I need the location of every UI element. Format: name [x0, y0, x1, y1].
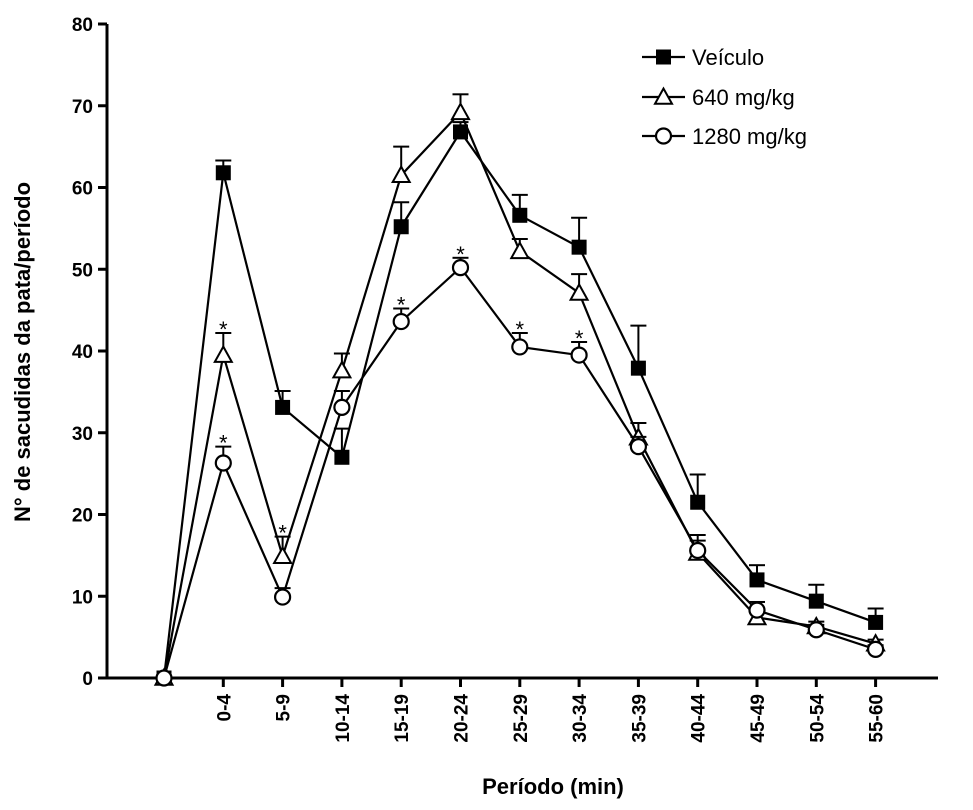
x-tick-label: 30-34	[570, 694, 591, 743]
series-1280: * * * * *	[155, 242, 885, 687]
y-tick-label: 60	[72, 179, 93, 200]
data-point	[333, 398, 351, 417]
data-point	[511, 338, 529, 356]
data-point	[331, 360, 353, 379]
legend-item-veiculo: Veículo	[642, 45, 764, 70]
data-point	[807, 621, 825, 639]
data-point	[571, 239, 587, 255]
data-point	[391, 164, 412, 184]
y-tick-label: 50	[72, 260, 93, 281]
x-tick-label: 45-49	[748, 694, 769, 743]
x-axis-label: Período (min)	[482, 774, 624, 799]
significance-star: *	[516, 317, 525, 342]
data-point	[568, 282, 590, 301]
significance-star: *	[278, 521, 287, 546]
plot-area: ****** *	[153, 93, 886, 687]
y-axis-label: N° de sacudidas da pata/período	[10, 182, 35, 522]
y-tick-label: 10	[72, 587, 93, 608]
legend-item-1280: 1280 mg/kg	[642, 124, 807, 149]
data-point	[393, 219, 409, 235]
data-point	[215, 165, 231, 181]
x-ticks: 0-4 5-9 10-14 15-19 20-24 25-29 30-34 35-39 40-4…	[214, 678, 888, 743]
significance-star: *	[219, 317, 228, 342]
data-point	[512, 207, 528, 223]
data-point	[272, 545, 293, 564]
x-tick-label: 5-9	[274, 694, 295, 721]
x-tick-label: 35-39	[629, 694, 650, 743]
x-tick-label: 50-54	[807, 694, 828, 743]
significance-star: *	[575, 326, 584, 351]
y-tick-label: 30	[72, 424, 93, 445]
data-point	[450, 101, 471, 121]
x-tick-label: 20-24	[452, 694, 473, 743]
y-tick-label: 40	[72, 342, 93, 363]
data-point	[630, 360, 646, 376]
data-point	[509, 240, 530, 260]
significance-star: *	[397, 292, 406, 317]
data-point	[690, 494, 706, 510]
series-640: **	[153, 93, 886, 686]
x-tick-label: 10-14	[333, 694, 354, 743]
data-point	[868, 614, 884, 630]
y-tick-label: 0	[82, 669, 93, 690]
legend-item-640: 640 mg/kg	[642, 85, 795, 110]
significance-star: *	[219, 431, 228, 456]
y-tick-label: 20	[72, 506, 93, 527]
data-point	[274, 588, 292, 606]
significance-star: *	[456, 242, 465, 267]
y-tick-label: 70	[72, 97, 93, 118]
data-point	[866, 640, 885, 658]
y-ticks: 0 10 20 30 40 50 60 70 80	[72, 15, 107, 690]
data-point	[570, 346, 588, 364]
x-tick-label: 40-44	[689, 694, 710, 743]
legend-marker	[654, 127, 673, 145]
legend-marker	[656, 49, 671, 65]
data-point	[214, 454, 232, 472]
x-tick-label: 0-4	[214, 694, 235, 722]
x-tick-label: 25-29	[511, 694, 532, 743]
data-point	[453, 124, 468, 140]
data-point	[155, 669, 173, 687]
data-point	[213, 344, 234, 363]
x-tick-label: 55-60	[867, 694, 888, 743]
legend-label: Veículo	[692, 45, 764, 70]
data-point	[748, 601, 766, 619]
legend-label: 1280 mg/kg	[692, 124, 807, 149]
data-point	[392, 312, 410, 331]
legend-label: 640 mg/kg	[692, 85, 795, 110]
data-point	[808, 593, 824, 609]
data-point	[689, 541, 707, 560]
data-point	[275, 399, 291, 415]
data-point	[749, 572, 765, 588]
x-tick-label: 15-19	[392, 694, 413, 743]
data-point	[451, 259, 470, 277]
legend-marker	[653, 86, 674, 105]
series-veiculo	[156, 121, 884, 686]
data-point	[334, 449, 350, 465]
y-tick-label: 80	[72, 15, 93, 36]
data-point	[629, 438, 648, 456]
legend: Veículo 640 mg/kg 1280 mg/kg	[642, 45, 807, 149]
